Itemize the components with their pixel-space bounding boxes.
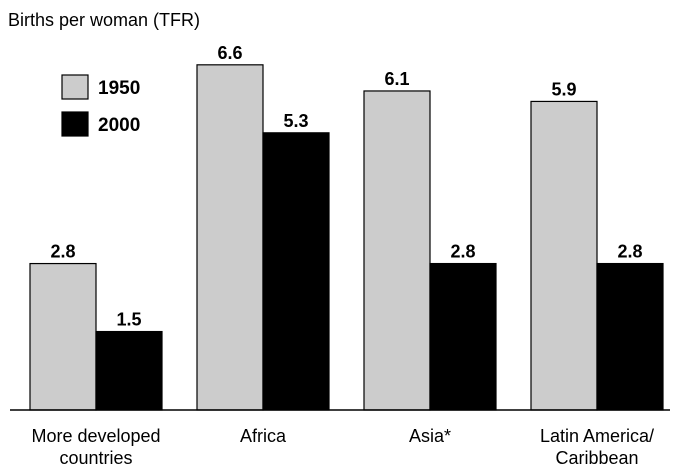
value-label-1950-1: 6.6 (217, 43, 242, 63)
bar-2000-3 (596, 262, 664, 411)
legend-swatch-2000 (61, 111, 89, 137)
value-label-2000-0: 1.5 (116, 310, 141, 330)
category-label-1-0: Africa (240, 426, 287, 446)
category-label-3-0: Latin America/ (540, 426, 654, 446)
value-labels: 2.8 6.6 6.1 5.9 1.5 5.3 2.8 2.8 (50, 43, 642, 330)
bar-2000-0 (95, 330, 163, 411)
legend-swatch-1950 (61, 74, 89, 100)
legend: 1950 2000 (61, 74, 140, 137)
bar-1950-1 (196, 64, 264, 411)
value-label-2000-3: 2.8 (617, 242, 642, 262)
bar-1950-2 (363, 90, 431, 411)
value-label-2000-1: 5.3 (283, 111, 308, 131)
y-axis-label: Births per woman (TFR) (8, 10, 200, 30)
category-label-0-0: More developed (31, 426, 160, 446)
value-label-2000-2: 2.8 (450, 242, 475, 262)
value-label-1950-0: 2.8 (50, 242, 75, 262)
bar-2000-1 (262, 132, 330, 411)
category-label-0-1: countries (59, 448, 132, 468)
value-label-1950-3: 5.9 (551, 79, 576, 99)
bar-2000-2 (429, 262, 497, 411)
value-label-1950-2: 6.1 (384, 69, 409, 89)
bar-1950-0 (29, 262, 97, 411)
legend-label-1950: 1950 (98, 78, 140, 99)
category-label-3-1: Caribbean (555, 448, 638, 468)
category-label-2-0: Asia* (409, 426, 451, 446)
bars (29, 64, 664, 411)
bar-1950-3 (530, 100, 598, 411)
legend-label-2000: 2000 (98, 115, 140, 136)
